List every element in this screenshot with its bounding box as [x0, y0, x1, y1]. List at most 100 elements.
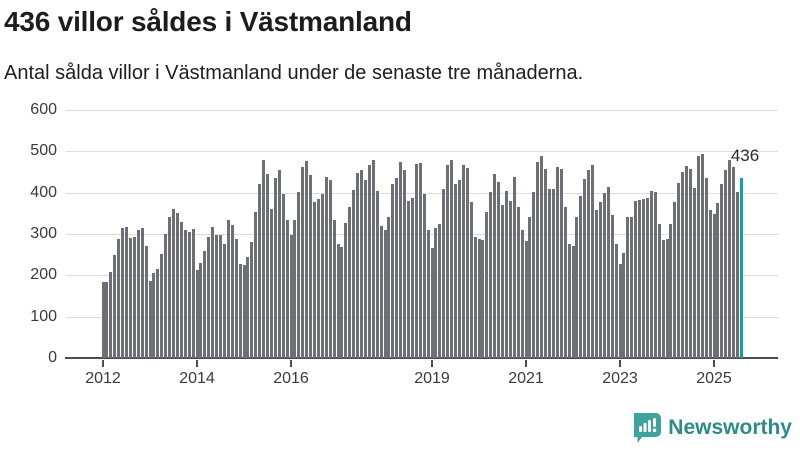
bar [246, 257, 249, 358]
bar [317, 199, 320, 358]
bar [145, 246, 148, 358]
bar [556, 167, 559, 358]
newsworthy-logo: Newsworthy [629, 413, 792, 443]
x-axis-tick [196, 360, 198, 367]
bar [301, 167, 304, 358]
bar [411, 198, 414, 358]
bar-value-label: 436 [730, 146, 760, 165]
bar [297, 192, 300, 358]
bar [102, 282, 105, 358]
bar [309, 175, 312, 358]
bar [352, 190, 355, 358]
bar [521, 230, 524, 358]
bar [207, 237, 210, 358]
bar [180, 222, 183, 358]
bar [638, 200, 641, 358]
bar [192, 229, 195, 358]
bar [133, 237, 136, 358]
y-axis-label: 400 [30, 183, 57, 201]
bar [622, 253, 625, 358]
bar-chart-speech-bubble-icon [629, 413, 662, 443]
bar [278, 170, 281, 358]
bar [709, 210, 712, 358]
bar [728, 160, 731, 358]
bar [579, 196, 582, 358]
bar [282, 194, 285, 358]
bar [223, 244, 226, 358]
y-axis-label: 600 [30, 101, 57, 118]
bar [105, 282, 108, 358]
bar [156, 269, 159, 358]
x-axis-tick [525, 360, 527, 367]
bar [478, 239, 481, 358]
bar [149, 281, 152, 358]
bar [152, 273, 155, 358]
bar [415, 164, 418, 358]
bar [525, 241, 528, 358]
gridline [66, 316, 778, 318]
bar [258, 184, 261, 358]
bar [501, 205, 504, 358]
bar [407, 201, 410, 358]
bar [137, 230, 140, 358]
bar [681, 172, 684, 358]
bar [227, 220, 230, 358]
bar [658, 224, 661, 358]
y-axis-label: 200 [30, 266, 57, 284]
bar [669, 224, 672, 358]
bar [423, 194, 426, 358]
bar [250, 242, 253, 358]
bar [203, 251, 206, 358]
y-axis-label: 100 [30, 307, 57, 325]
gridline [66, 275, 778, 277]
bar [505, 191, 508, 358]
bar [724, 170, 727, 358]
bar [231, 225, 234, 358]
bar [693, 188, 696, 358]
bar [677, 183, 680, 358]
bar [129, 238, 132, 358]
bar [509, 201, 512, 358]
bar [442, 189, 445, 358]
bar [356, 173, 359, 358]
x-axis-label: 2016 [273, 370, 309, 387]
bar [188, 232, 191, 358]
bar [736, 192, 739, 358]
x-axis-label: 2021 [508, 370, 544, 387]
bar [575, 217, 578, 358]
bar [599, 202, 602, 358]
bar [685, 166, 688, 358]
bar [254, 212, 257, 358]
bar [528, 217, 531, 358]
bar [517, 207, 520, 358]
bar [560, 169, 563, 358]
bar [666, 239, 669, 358]
x-axis-label: 2019 [414, 370, 450, 387]
bar [615, 244, 618, 358]
bar [160, 254, 163, 358]
bar [572, 246, 575, 358]
page-title: 436 villor såldes i Västmanland [4, 6, 412, 37]
bar [344, 223, 347, 358]
x-axis-tick [619, 360, 621, 367]
bar [235, 239, 238, 358]
bar [333, 220, 336, 358]
bar [348, 207, 351, 358]
bar [454, 184, 457, 358]
x-axis-tick [290, 360, 292, 367]
bar [673, 202, 676, 358]
bar [325, 177, 328, 358]
bar [603, 193, 606, 358]
page-subtitle: Antal sålda villor i Västmanland under d… [4, 62, 584, 84]
bar [654, 192, 657, 358]
bar [591, 165, 594, 358]
bar [376, 191, 379, 358]
bar [513, 177, 516, 358]
bar [462, 165, 465, 358]
bar [650, 191, 653, 358]
bar [548, 189, 551, 358]
bar [697, 156, 700, 358]
x-axis-tick [713, 360, 715, 367]
bar [266, 174, 269, 358]
bar [646, 198, 649, 358]
